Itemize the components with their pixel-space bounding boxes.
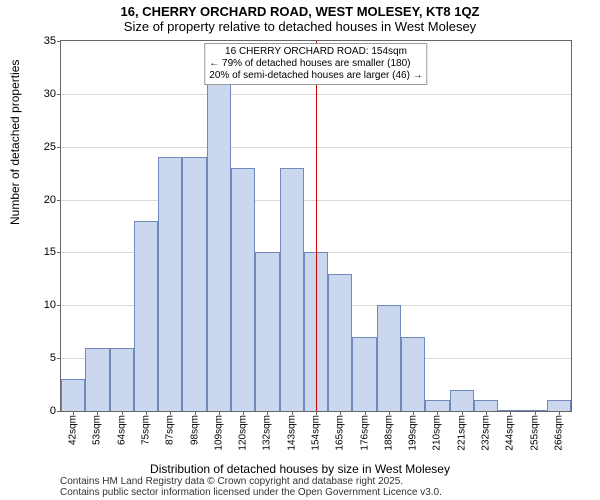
- y-axis-label: Number of detached properties: [8, 60, 22, 225]
- histogram-bar: [207, 83, 231, 411]
- x-tick-label: 210sqm: [432, 411, 443, 451]
- x-tick-label: 244sqm: [505, 411, 516, 451]
- annotation-box: 16 CHERRY ORCHARD ROAD: 154sqm ← 79% of …: [204, 43, 427, 85]
- x-axis-label: Distribution of detached houses by size …: [0, 462, 600, 476]
- x-tick-label: 42sqm: [68, 411, 79, 445]
- x-tick-label: 165sqm: [335, 411, 346, 451]
- x-tick-label: 120sqm: [238, 411, 249, 451]
- x-tick-label: 199sqm: [408, 411, 419, 451]
- histogram-bar: [61, 379, 85, 411]
- x-tick-label: 188sqm: [383, 411, 394, 451]
- x-tick-mark: [559, 411, 560, 415]
- histogram-bar: [425, 400, 449, 411]
- histogram-bar: [158, 157, 182, 411]
- x-tick-label: 87sqm: [165, 411, 176, 445]
- x-tick-mark: [389, 411, 390, 415]
- x-tick-label: 109sqm: [213, 411, 224, 451]
- x-tick-label: 132sqm: [262, 411, 273, 451]
- x-tick-label: 176sqm: [359, 411, 370, 451]
- annotation-line1: 16 CHERRY ORCHARD ROAD: 154sqm: [209, 46, 422, 58]
- x-tick-mark: [486, 411, 487, 415]
- x-tick-mark: [170, 411, 171, 415]
- y-tick-mark: [57, 41, 61, 42]
- histogram-bar: [231, 168, 255, 411]
- histogram-bar: [182, 157, 206, 411]
- x-tick-label: 154sqm: [311, 411, 322, 451]
- x-tick-mark: [437, 411, 438, 415]
- marker-line: [316, 41, 317, 411]
- attribution-line1: Contains HM Land Registry data © Crown c…: [60, 476, 442, 487]
- x-tick-mark: [243, 411, 244, 415]
- annotation-line3: 20% of semi-detached houses are larger (…: [209, 70, 422, 82]
- x-tick-mark: [365, 411, 366, 415]
- x-tick-label: 53sqm: [92, 411, 103, 445]
- x-tick-mark: [316, 411, 317, 415]
- annotation-line2: ← 79% of detached houses are smaller (18…: [209, 58, 422, 70]
- histogram-bar: [450, 390, 474, 411]
- histogram-bar: [280, 168, 304, 411]
- x-tick-mark: [413, 411, 414, 415]
- x-tick-label: 266sqm: [553, 411, 564, 451]
- x-tick-mark: [462, 411, 463, 415]
- x-tick-label: 221sqm: [456, 411, 467, 451]
- x-tick-label: 64sqm: [116, 411, 127, 445]
- x-tick-mark: [146, 411, 147, 415]
- chart-subtitle: Size of property relative to detached ho…: [0, 19, 600, 38]
- x-tick-label: 232sqm: [481, 411, 492, 451]
- x-tick-label: 143sqm: [286, 411, 297, 451]
- histogram-bar: [377, 305, 401, 411]
- x-tick-mark: [535, 411, 536, 415]
- x-tick-mark: [292, 411, 293, 415]
- x-tick-mark: [73, 411, 74, 415]
- x-tick-label: 75sqm: [141, 411, 152, 445]
- histogram-bar: [547, 400, 571, 411]
- x-tick-mark: [195, 411, 196, 415]
- chart-title: 16, CHERRY ORCHARD ROAD, WEST MOLESEY, K…: [0, 0, 600, 19]
- histogram-bar: [474, 400, 498, 411]
- attribution: Contains HM Land Registry data © Crown c…: [60, 476, 442, 498]
- x-tick-mark: [219, 411, 220, 415]
- x-tick-mark: [510, 411, 511, 415]
- plot-area: 0510152025303542sqm53sqm64sqm75sqm87sqm9…: [60, 40, 572, 412]
- histogram-bar: [352, 337, 376, 411]
- histogram-bar: [255, 252, 279, 411]
- y-tick-mark: [57, 411, 61, 412]
- x-tick-mark: [340, 411, 341, 415]
- x-tick-mark: [122, 411, 123, 415]
- x-tick-label: 98sqm: [189, 411, 200, 445]
- histogram-bar: [401, 337, 425, 411]
- x-tick-mark: [267, 411, 268, 415]
- attribution-line2: Contains public sector information licen…: [60, 487, 442, 498]
- x-tick-mark: [97, 411, 98, 415]
- x-tick-label: 255sqm: [529, 411, 540, 451]
- figure: 16, CHERRY ORCHARD ROAD, WEST MOLESEY, K…: [0, 0, 600, 500]
- histogram-bar: [134, 221, 158, 411]
- histogram-bar: [328, 274, 352, 411]
- histogram-bar: [110, 348, 134, 411]
- histogram-bar: [85, 348, 109, 411]
